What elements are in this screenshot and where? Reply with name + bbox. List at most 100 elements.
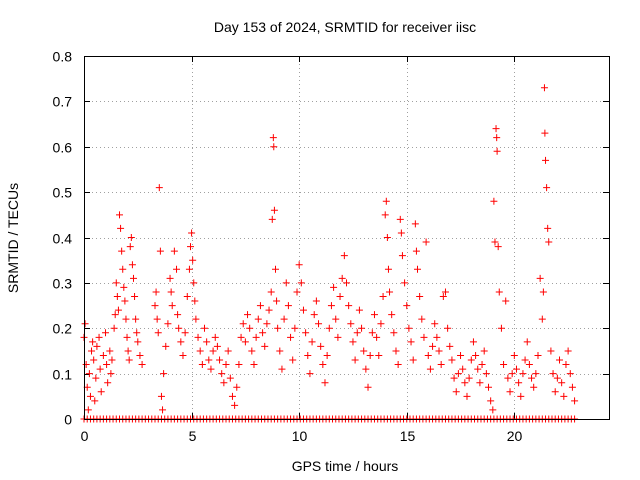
data-point <box>547 347 555 355</box>
data-point <box>566 370 574 378</box>
data-point <box>506 388 514 396</box>
data-point <box>497 324 505 332</box>
data-point <box>422 238 430 246</box>
data-point <box>407 338 415 346</box>
data-point <box>181 329 189 337</box>
x-axis: 0 5 10 15 20 <box>81 56 522 444</box>
data-point <box>91 397 99 405</box>
data-point <box>183 292 191 300</box>
data-point <box>366 351 374 359</box>
data-point <box>403 302 411 310</box>
data-point <box>103 361 111 369</box>
data-point <box>517 392 525 400</box>
data-point <box>271 265 279 273</box>
data-point <box>118 247 126 255</box>
y-tick-label: 0.5 <box>53 185 73 201</box>
data-point <box>106 347 114 355</box>
data-point <box>287 333 295 341</box>
data-point <box>235 361 243 369</box>
data-point <box>205 356 213 364</box>
data-point <box>244 311 252 319</box>
data-point <box>155 184 163 192</box>
data-point <box>542 156 550 164</box>
x-tick-label: 0 <box>81 428 89 444</box>
data-point <box>521 356 529 364</box>
data-point <box>347 320 355 328</box>
data-point <box>317 342 325 350</box>
data-point <box>519 370 527 378</box>
data-point <box>173 265 181 273</box>
data-point <box>259 329 267 337</box>
data-point <box>122 315 130 323</box>
data-point <box>340 252 348 260</box>
data-point <box>424 351 432 359</box>
data-point <box>131 292 139 300</box>
data-point <box>198 361 206 369</box>
data-point <box>108 356 116 364</box>
data-point <box>84 406 92 414</box>
data-point <box>256 302 264 310</box>
data-point <box>126 243 134 251</box>
data-point <box>360 347 368 355</box>
data-point <box>319 361 327 369</box>
y-tick-label: 0.3 <box>53 276 73 292</box>
data-point <box>459 365 467 373</box>
data-point <box>377 320 385 328</box>
data-point <box>190 279 198 287</box>
data-point <box>192 315 200 323</box>
data-point <box>92 374 100 382</box>
data-point <box>551 388 559 396</box>
data-point <box>482 370 490 378</box>
data-point <box>500 361 508 369</box>
data-point <box>222 361 230 369</box>
data-point <box>194 333 202 341</box>
data-point <box>476 379 484 387</box>
data-point <box>136 351 144 359</box>
data-point <box>93 342 101 350</box>
data-point <box>450 374 458 382</box>
data-point <box>472 351 480 359</box>
data-point <box>188 229 196 237</box>
data-point <box>480 347 488 355</box>
data-point <box>435 347 443 355</box>
data-point <box>207 365 215 373</box>
data-point <box>544 224 552 232</box>
data-point <box>502 297 510 305</box>
data-point <box>111 311 119 319</box>
data-point <box>138 361 146 369</box>
data-point <box>220 379 228 387</box>
data-point <box>117 224 125 232</box>
data-point <box>280 315 288 323</box>
data-point <box>95 333 103 341</box>
data-point <box>168 302 176 310</box>
data-point <box>203 338 211 346</box>
data-point <box>291 324 299 332</box>
data-point <box>373 333 381 341</box>
data-point <box>306 370 314 378</box>
data-point <box>295 261 303 269</box>
data-point <box>191 297 199 305</box>
data-point <box>394 361 402 369</box>
data-point <box>185 265 193 273</box>
data-point <box>254 315 262 323</box>
data-point <box>523 338 531 346</box>
data-point <box>549 370 557 378</box>
data-point <box>261 342 269 350</box>
data-point <box>411 220 419 228</box>
data-point <box>491 238 499 246</box>
data-point <box>465 374 473 382</box>
data-point <box>110 324 118 332</box>
y-axis-label: SRMTID / TECUs <box>5 183 21 293</box>
data-point <box>200 324 208 332</box>
data-point <box>560 392 568 400</box>
data-point <box>250 361 258 369</box>
data-point <box>263 320 271 328</box>
data-point <box>226 374 234 382</box>
data-point <box>120 283 128 291</box>
grid <box>84 56 609 419</box>
data-point <box>364 383 372 391</box>
data-point <box>338 274 346 282</box>
data-point <box>493 147 501 155</box>
data-point <box>327 302 335 310</box>
